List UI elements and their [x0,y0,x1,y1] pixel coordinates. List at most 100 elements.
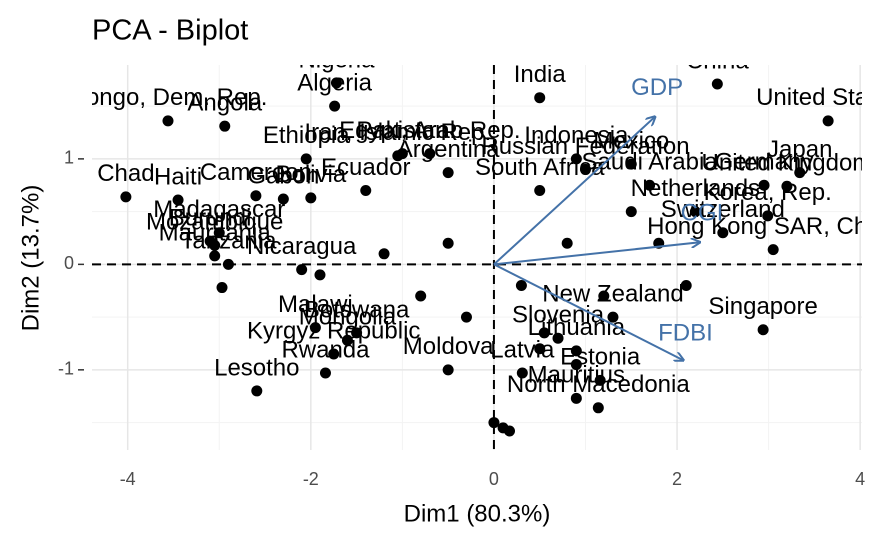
point [767,244,779,256]
y-tick-label: -1 [58,359,74,379]
x-tick-label: -4 [120,469,136,489]
point-label: United States [756,84,880,111]
point [534,185,546,197]
point [625,158,637,170]
point [504,425,516,437]
point [598,290,610,302]
point [758,179,770,191]
x-tick-label: 0 [489,469,499,489]
point [488,417,500,429]
point [515,279,527,291]
point-label: Egypt, Arab Rep. [339,117,520,144]
point [213,227,225,239]
point [222,258,234,270]
point [711,78,723,90]
loading-label: CGI [681,200,724,227]
point-label: Mongolia [299,304,397,331]
point-label: Madagascar [153,196,285,223]
point [319,367,331,379]
point-label: Nicaragua [247,233,357,260]
point-label: Netherlands [631,175,760,202]
point-label: Switzerland [661,196,785,223]
point [534,92,546,104]
point [592,402,604,414]
point-label: Malawi [278,291,353,318]
point [351,327,363,339]
point [219,120,231,132]
point-label: Indonesia [524,122,629,149]
point-label: Moldova [403,333,494,360]
point [442,167,454,179]
point [822,115,834,127]
point-label: Pakistan [356,117,448,144]
point [625,206,637,218]
point [579,163,591,175]
point-label: Tanzania [180,228,277,255]
point [296,264,308,276]
point-label: Angola [187,90,262,117]
point [305,192,317,204]
point [534,343,546,355]
point-label: Chad [97,160,154,187]
x-tick-label: 2 [672,469,682,489]
point [762,210,774,222]
point [415,290,427,302]
point-label: Latvia [490,336,555,363]
point [209,250,221,262]
point-label: Germany [715,149,814,176]
loading-label: GDP [631,74,683,101]
point [300,153,312,165]
point [594,374,606,386]
point-label: Botswana [304,296,410,323]
point [172,194,184,206]
point [794,167,806,179]
point [717,227,729,239]
y-tick-label: 0 [64,253,74,273]
point [250,190,262,202]
y-tick-label: 1 [64,148,74,168]
point-label: Rwanda [281,336,370,363]
point-label: Kyrgyz Republic [247,317,420,344]
point [570,359,582,371]
point-label: Russian Federation [481,133,689,160]
point-label: South Africa [475,154,605,181]
x-axis-title: Dim1 (80.3%) [404,500,551,527]
point-label: Nigeria [298,46,375,73]
x-tick-label: 4 [855,469,865,489]
point [442,364,454,376]
point-label: Mexico [593,127,669,154]
point-label: Gabon [247,162,319,189]
point-label: Cameroon [200,159,312,186]
point-label: Singapore [708,293,817,320]
point [442,237,454,249]
point [392,150,404,162]
point [120,191,132,203]
point [309,322,321,334]
point [570,153,582,165]
point [561,237,573,249]
point-label: Haiti [154,163,202,190]
point-label: Argentina [397,136,500,163]
point [689,206,701,218]
point-label: New Zealand [542,280,683,307]
point-label: Algeria [297,69,372,96]
point-label: China [686,47,749,74]
point [330,77,342,89]
point-label: Bolivia [275,161,346,188]
point-label: Korea, Rep. [704,179,832,206]
point-label: India [514,61,567,88]
plot-area: Chad Congo, Dem. Rep.Angola NigeriaAlgeria… [92,46,880,450]
loading-arrow [493,263,684,360]
point [378,248,390,260]
point-label: Ethiopia [263,122,350,149]
point [781,180,793,192]
loading-arrow [493,117,655,266]
point [644,179,656,191]
point [680,279,692,291]
point-label: North Macedonia [507,371,690,398]
point [757,324,769,336]
point [538,327,550,339]
point-label: United Kingdom [702,150,873,177]
point [360,185,372,197]
